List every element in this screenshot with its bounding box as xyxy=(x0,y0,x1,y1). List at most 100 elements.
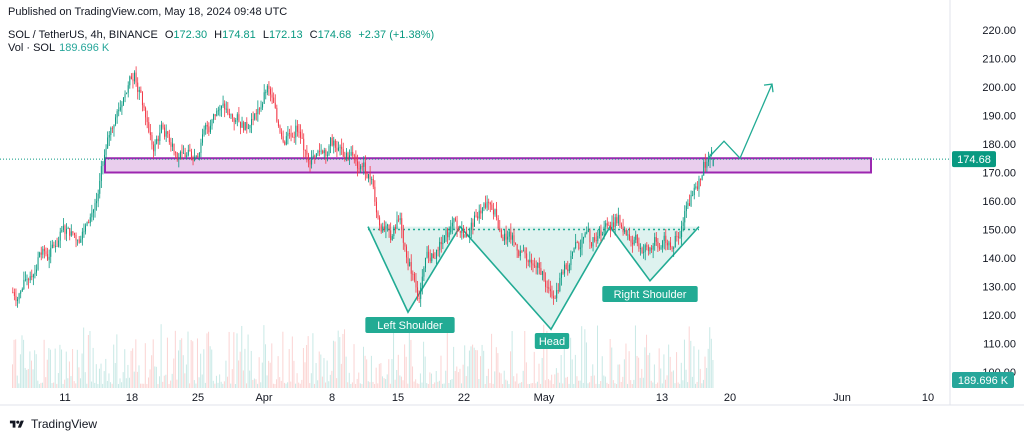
candle-body xyxy=(602,234,604,236)
candle-body xyxy=(363,162,365,167)
candle-body xyxy=(451,222,453,227)
candle-body xyxy=(478,210,480,219)
candle-body xyxy=(273,97,275,103)
candle-body xyxy=(347,152,349,159)
volume-bar xyxy=(366,359,368,388)
candle-body xyxy=(418,297,420,299)
volume-bar xyxy=(18,383,20,388)
candle-body xyxy=(156,138,158,144)
candle-body xyxy=(290,133,292,137)
volume-bar xyxy=(87,334,89,388)
volume-bar xyxy=(97,383,99,388)
volume-bar xyxy=(609,339,611,388)
volume-bar xyxy=(644,347,646,388)
candle-body xyxy=(660,247,662,249)
volume-bar xyxy=(65,351,67,388)
volume-bar xyxy=(110,382,112,388)
candle-body xyxy=(315,153,317,157)
candle-body xyxy=(692,195,694,196)
volume-bar xyxy=(585,342,587,388)
volume-bar xyxy=(329,374,331,388)
pattern-label-bg xyxy=(602,286,698,302)
candle-body xyxy=(385,225,387,230)
x-tick-label: 25 xyxy=(192,392,204,404)
volume-bar xyxy=(353,344,355,388)
volume-bar xyxy=(647,355,649,388)
volume-bar xyxy=(26,369,28,388)
volume-bar xyxy=(122,372,124,388)
candle-body xyxy=(532,263,534,266)
volume-bar xyxy=(61,349,63,388)
tradingview-logo-icon[interactable] xyxy=(8,419,26,430)
volume-bar xyxy=(484,383,486,388)
candle-body xyxy=(564,264,566,274)
candle-body xyxy=(67,228,69,229)
volume-bar xyxy=(481,344,483,388)
candle-body xyxy=(462,228,464,238)
footer: TradingView xyxy=(8,417,97,431)
volume-bar xyxy=(147,377,149,388)
volume-bar xyxy=(73,381,75,388)
candle-body xyxy=(573,247,575,253)
candle-body xyxy=(258,108,260,110)
volume-bar xyxy=(377,383,379,388)
volume-bar xyxy=(170,380,172,388)
candle-body xyxy=(583,236,585,240)
candle-body xyxy=(589,229,591,243)
volume-bar xyxy=(135,339,137,388)
y-tick-label: 140.00 xyxy=(982,253,1016,265)
volume-bar xyxy=(326,360,328,388)
y-tick-label: 120.00 xyxy=(982,310,1016,322)
projection-arrowhead xyxy=(763,83,774,93)
candle-body xyxy=(481,207,483,214)
candle-body xyxy=(515,242,517,245)
volume-bar xyxy=(524,331,526,388)
volume-bar xyxy=(557,372,559,388)
volume-bar xyxy=(380,363,382,388)
symbol-title[interactable]: SOL / TetherUS, 4h, BINANCE xyxy=(8,29,158,41)
volume-bar xyxy=(339,337,341,388)
candle-body xyxy=(325,150,327,156)
candle-body xyxy=(633,239,635,245)
volume-bar xyxy=(701,383,703,388)
candle-body xyxy=(521,251,523,252)
volume-label[interactable]: Vol · SOL xyxy=(8,42,56,54)
volume-bar xyxy=(312,333,314,388)
candle-body xyxy=(529,259,531,263)
x-tick-label: 11 xyxy=(59,392,70,404)
candle-body xyxy=(301,137,303,139)
candle-body xyxy=(303,138,305,150)
candle-body xyxy=(39,252,41,258)
volume-bar xyxy=(614,383,616,388)
candle-body xyxy=(396,219,398,230)
candle-body xyxy=(292,136,294,138)
volume-bar xyxy=(271,343,273,388)
volume-bar xyxy=(171,373,173,388)
candle-body xyxy=(295,125,297,138)
candle-body xyxy=(126,92,128,94)
candle-body xyxy=(477,216,479,219)
candle-body xyxy=(611,222,613,231)
volume-bar xyxy=(140,383,142,388)
candle-body xyxy=(331,137,333,146)
candle-body xyxy=(140,89,142,93)
candle-body xyxy=(100,166,102,181)
candle-body xyxy=(330,137,332,147)
candle-body xyxy=(132,79,134,82)
volume-bar xyxy=(67,378,69,388)
candle-body xyxy=(619,215,621,225)
volume-bar xyxy=(412,366,414,388)
candle-body xyxy=(377,212,379,218)
tradingview-brand[interactable]: TradingView xyxy=(31,417,98,431)
volume-bar xyxy=(695,383,697,388)
candle-body xyxy=(360,166,362,170)
candle-body xyxy=(42,248,44,255)
volume-bar xyxy=(301,379,303,388)
candle-body xyxy=(104,154,105,162)
volume-bar xyxy=(478,379,480,388)
volume-bar xyxy=(408,328,410,388)
volume-bar xyxy=(15,339,17,388)
candle-body xyxy=(681,225,683,238)
candle-body xyxy=(405,246,407,258)
